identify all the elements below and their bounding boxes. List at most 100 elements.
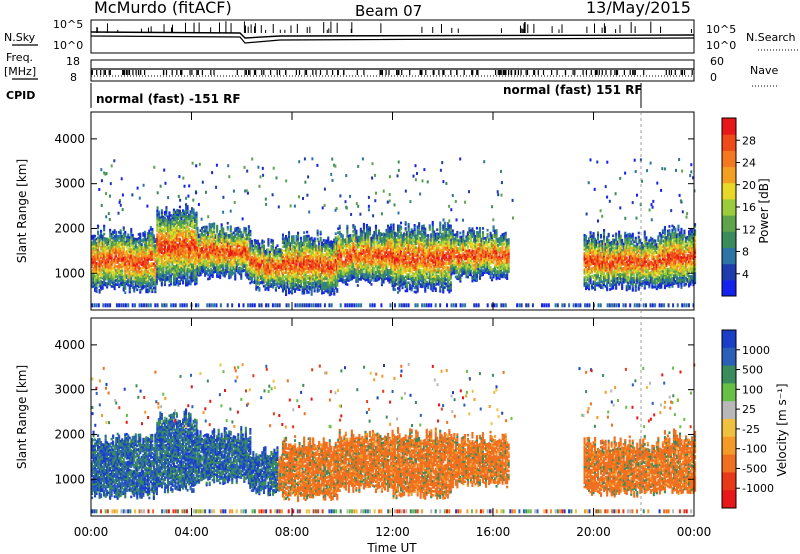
heatmap-cell [97,264,100,268]
heatmap-cell [94,275,97,278]
heatmap-cell [107,264,110,268]
heatmap-cell [166,215,170,219]
heatmap-cell [148,265,151,269]
heatmap-cell [168,251,171,255]
heatmap-cell [113,259,116,263]
heatmap-cell [174,267,177,270]
heatmap-cell [92,236,95,240]
heatmap-cell [258,242,261,246]
heatmap-cell [103,275,106,278]
heatmap-cell [110,252,113,256]
heatmap-cell [157,210,160,214]
heatmap-cell [107,270,110,274]
heatmap-cell [267,248,270,251]
heatmap-cell [374,224,378,228]
heatmap-cell [94,234,97,238]
heatmap-cell [159,266,162,270]
heatmap-cell [140,263,143,267]
heatmap-cell [97,270,100,274]
heatmap-cell [149,238,152,241]
heatmap-cell [110,263,113,266]
heatmap-cell [106,269,109,273]
heatmap-cell [172,232,176,236]
heatmap-cell [145,244,148,247]
heatmap-cell [159,216,162,220]
heatmap-cell [168,225,171,229]
heatmap-cell [169,254,173,258]
heatmap-cell [154,276,157,280]
heatmap-cell [130,264,133,267]
heatmap-cell [133,290,136,293]
heatmap-cell [160,247,163,251]
heatmap-cell [160,275,163,279]
heatmap-cell [157,230,160,234]
heatmap-cell [149,282,152,286]
heatmap-cell [115,236,118,240]
freq-tick-bottom: 8 [70,71,77,84]
heatmap-cell [151,278,154,281]
heatmap-cell [139,242,142,246]
heatmap-cell [154,286,157,290]
heatmap-cell [156,219,159,223]
heatmap-cell [168,219,171,223]
heatmap-cell [143,271,146,274]
heatmap-cell [175,209,179,212]
heatmap-cell [137,265,140,269]
heatmap-cell [109,267,112,270]
heatmap-cell [156,275,159,279]
heatmap-cell [171,242,174,246]
heatmap-cell [166,221,170,225]
heatmap-cell [127,279,130,283]
heatmap-cell [109,244,112,248]
heatmap-cell [362,222,366,226]
heatmap-cell [177,255,180,259]
heatmap-cell [106,285,109,289]
heatmap-cell [148,286,151,289]
heatmap-cell [177,213,180,217]
heatmap-cell [178,225,182,229]
heatmap-cell [100,282,103,285]
heatmap-cell [162,242,165,245]
heatmap-cell [118,237,121,240]
heatmap-cell [174,283,177,286]
heatmap-cell [166,259,170,263]
heatmap-cell [122,286,125,290]
plot-title: McMurdo (fitACF) [94,0,232,17]
heatmap-cell [160,233,163,237]
heatmap-cell [94,285,97,288]
heatmap-cell [180,220,183,223]
heatmap-cell [165,266,168,270]
heatmap-cell [134,272,137,275]
heatmap-cell [106,259,109,263]
heatmap-cell [140,261,143,265]
heatmap-cell [94,281,97,284]
heatmap-cell [98,252,101,256]
heatmap-cell [97,224,100,228]
heatmap-cell [165,228,168,231]
heatmap-cell [136,260,139,263]
heatmap-cell [148,251,151,255]
heatmap-cell [130,227,133,231]
heatmap-cell [121,251,124,254]
date-label: 13/May/2015 [586,0,691,17]
heatmap-cell [124,243,127,246]
heatmap-cell [100,256,103,259]
heatmap-cell [149,258,152,262]
heatmap-cell [162,227,165,231]
heatmap-cell [112,279,115,282]
heatmap-cell [143,232,146,236]
heatmap-cell [154,290,157,294]
heatmap-cell [104,277,107,281]
heatmap-cell [113,243,116,246]
heatmap-cell [113,281,116,285]
heatmap-cell [101,285,104,288]
heatmap-cell [180,258,183,262]
heatmap-cell [140,283,143,287]
heatmap-cell [121,283,124,287]
heatmap-cell [175,221,179,224]
heatmap-cell [156,267,159,271]
heatmap-cell [171,238,174,242]
heatmap-cell [157,228,160,232]
heatmap-cell [159,228,162,232]
heatmap-cell [143,261,146,264]
